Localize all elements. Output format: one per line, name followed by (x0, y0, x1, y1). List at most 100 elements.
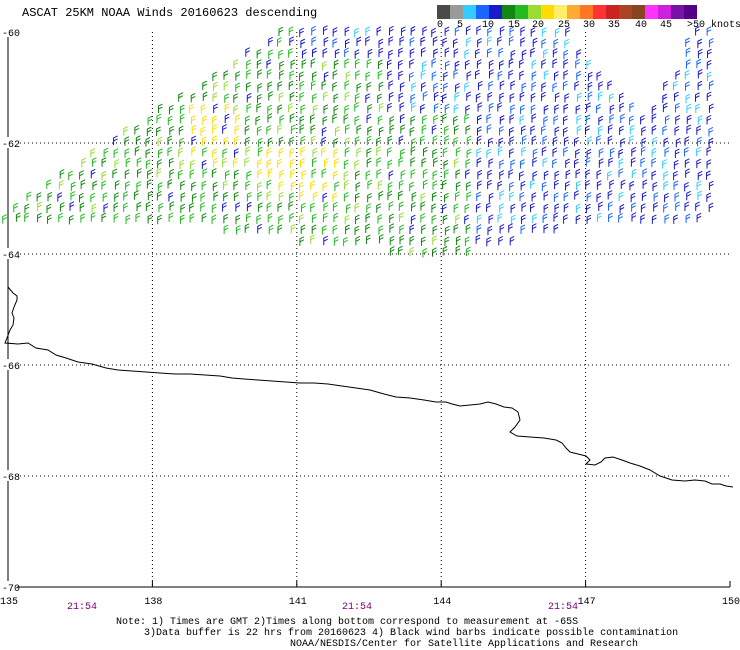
wind-barb (530, 92, 536, 103)
wind-barb (455, 214, 460, 224)
wind-barb (398, 180, 404, 190)
wind-barb (168, 157, 174, 168)
wind-barb (664, 115, 670, 125)
wind-barb (389, 213, 394, 223)
wind-barb (157, 136, 163, 147)
colorbar-swatch (619, 5, 632, 19)
wind-barb (499, 190, 505, 200)
wind-barb (257, 202, 263, 212)
wind-barb (289, 113, 295, 123)
wind-barb (488, 192, 494, 203)
wind-barb (542, 157, 548, 167)
wind-barb (597, 125, 603, 136)
wind-barb (101, 170, 107, 181)
wind-barb (398, 157, 404, 167)
wind-barb (609, 114, 615, 124)
wind-barb (365, 93, 371, 103)
wind-barb (486, 148, 492, 159)
colorbar-swatch (567, 5, 580, 19)
wind-barb (312, 47, 317, 58)
wind-barb (519, 115, 525, 125)
wind-barb (563, 127, 568, 137)
wind-barb (201, 136, 207, 146)
wind-barb (223, 70, 229, 80)
wind-barb (641, 137, 647, 147)
wind-barb (101, 180, 107, 190)
wind-barb (531, 59, 537, 70)
wind-barb (619, 204, 625, 214)
wind-barb (91, 203, 97, 213)
wind-barb (465, 169, 470, 179)
wind-barb (708, 127, 714, 137)
wind-barb (675, 70, 681, 80)
wind-barb (519, 170, 524, 181)
colorbar-label: >50 knots (687, 20, 740, 31)
wind-barb (322, 47, 328, 58)
time-label: 21:54 (342, 602, 372, 613)
wind-barb (354, 225, 360, 236)
wind-barb (332, 69, 338, 80)
wind-barb (508, 69, 514, 80)
wind-barb (343, 159, 349, 169)
wind-barb (684, 69, 690, 80)
wind-barb (696, 125, 702, 135)
wind-barb (157, 214, 162, 225)
wind-barb (233, 93, 239, 103)
wind-barb (543, 223, 549, 234)
wind-barb (421, 224, 426, 234)
wind-barb (510, 214, 516, 225)
wind-barb (235, 202, 241, 212)
wind-barb (256, 181, 262, 192)
wind-barb (289, 148, 295, 158)
wind-barb (608, 201, 613, 211)
wind-barb (510, 104, 516, 114)
wind-barb (365, 71, 371, 81)
wind-barb (674, 192, 680, 202)
wind-barb (389, 223, 395, 233)
wind-barb (576, 92, 582, 102)
wind-barb (366, 135, 372, 146)
wind-barb (499, 92, 505, 102)
wind-barb (190, 159, 195, 170)
wind-barb (288, 201, 294, 211)
wind-barb (224, 170, 230, 180)
wind-barb (444, 225, 450, 236)
wind-barb (553, 71, 559, 81)
wind-barb (629, 124, 635, 135)
wind-barb (576, 49, 582, 59)
wind-barb (409, 36, 415, 47)
wind-barb (168, 104, 174, 115)
wind-barb (278, 191, 284, 202)
wind-barb (433, 48, 438, 58)
y-tick-label-bg (1, 470, 17, 481)
wind-barb (344, 58, 350, 68)
wind-barb (409, 126, 415, 137)
wind-barb (268, 91, 273, 101)
wind-barb (497, 213, 503, 223)
wind-barb (476, 224, 482, 234)
wind-barb (246, 92, 252, 103)
wind-barb (499, 26, 505, 36)
wind-barb (223, 80, 229, 91)
colorbar-labels: 0 5 10 15 20 25 30 35 40 45 >50 knots (430, 20, 740, 32)
wind-barb (398, 190, 403, 201)
wind-barb (563, 49, 569, 60)
wind-barb (477, 169, 483, 180)
wind-barb (134, 190, 139, 200)
wind-barb (521, 202, 527, 212)
wind-barb (565, 180, 570, 191)
wind-barb (147, 214, 153, 224)
wind-barb (268, 224, 274, 235)
wind-barb (488, 69, 494, 79)
wind-barb (246, 103, 252, 113)
wind-barb (355, 192, 360, 203)
wind-barb (246, 69, 251, 79)
wind-barb (453, 203, 459, 213)
wind-barb (443, 71, 448, 82)
wind-barb (531, 192, 537, 202)
wind-barb (596, 212, 602, 222)
wind-barb (377, 59, 383, 69)
wind-barb (310, 124, 316, 135)
wind-barb (367, 126, 373, 136)
wind-barb (47, 214, 52, 224)
